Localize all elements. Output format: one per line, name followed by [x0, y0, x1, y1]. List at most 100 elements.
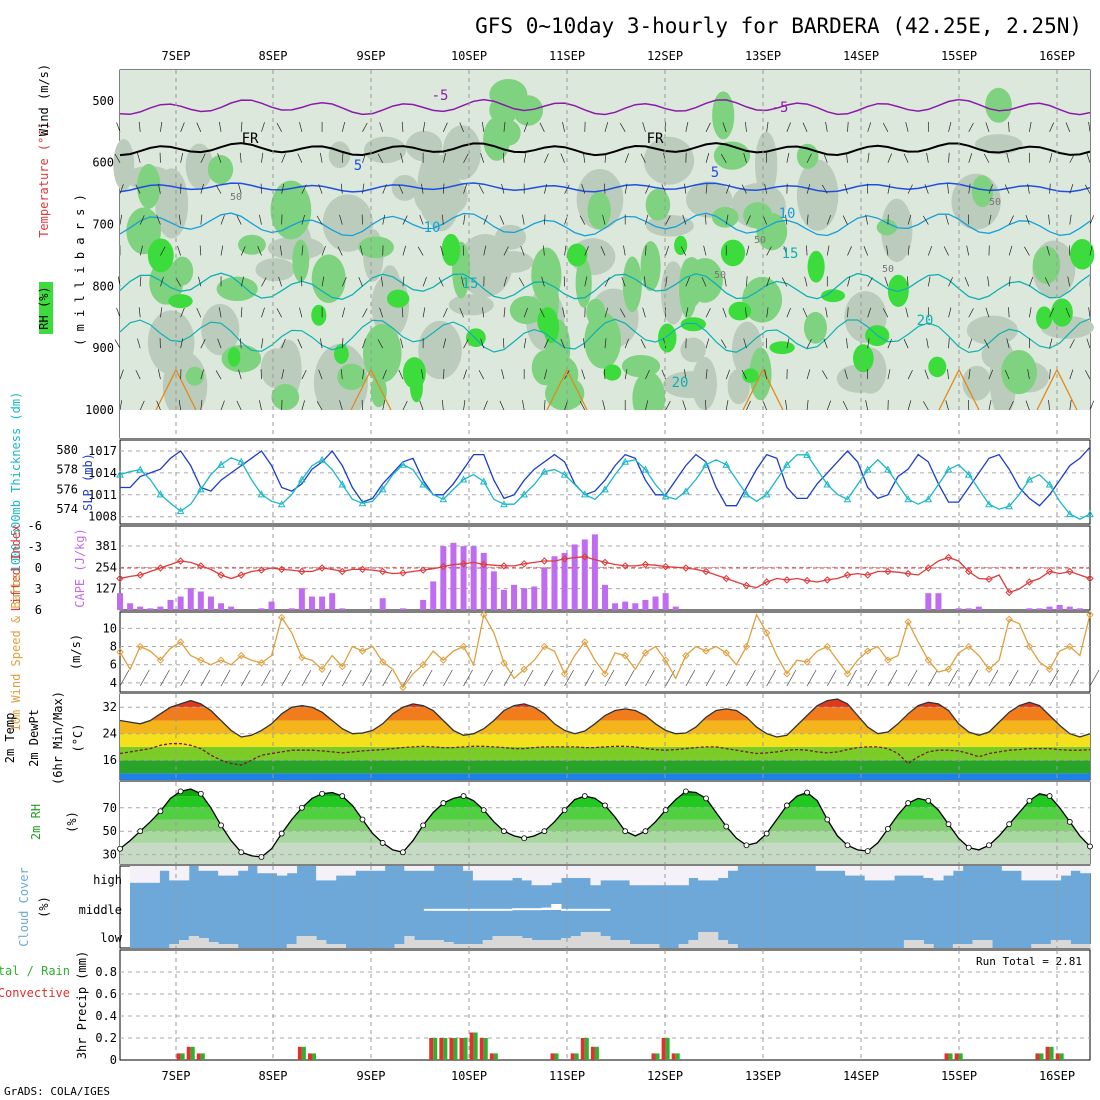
- dewpt2m-series: [119, 742, 1091, 766]
- wind-barb: [220, 215, 225, 225]
- cloud-mid-bar: [600, 908, 611, 911]
- li-series-point: [924, 564, 933, 572]
- cloud-level-label: high: [93, 873, 122, 887]
- wind-barb: [806, 245, 808, 256]
- wind-barb: [583, 338, 586, 349]
- thickness-series-point: [722, 460, 731, 468]
- thickness-tick: 576: [56, 482, 78, 496]
- wind-barb: [382, 184, 387, 194]
- wind-barb: [642, 122, 646, 132]
- cape-bar: [1056, 604, 1063, 610]
- wind-barb: [1027, 183, 1030, 194]
- thickness-series-point: [156, 490, 165, 498]
- rh-blob-saturated: [168, 294, 193, 309]
- wind-barb: [1084, 184, 1091, 194]
- rh-blob-moist: [974, 134, 1023, 155]
- li-series-point: [379, 567, 387, 576]
- cloud-high-bar: [355, 866, 366, 871]
- wind-barb: [236, 400, 242, 411]
- wind-barb: [175, 277, 181, 287]
- cape-bar: [117, 593, 123, 610]
- wind-barb: [463, 184, 467, 194]
- wind-barb: [239, 152, 242, 163]
- wind-barb: [544, 399, 546, 411]
- wind10m-series-point: [439, 656, 448, 664]
- temp-band: [120, 746, 1090, 761]
- cloud-high-bar: [169, 866, 180, 881]
- wind-barb: [478, 184, 485, 194]
- cape-bar: [399, 608, 406, 610]
- precip-ylabel-units: 3hr Precip (mm): [75, 951, 89, 1059]
- rh-blob-saturated: [742, 368, 759, 383]
- wind-barb: [743, 338, 747, 349]
- cloud-high-bar: [717, 866, 729, 878]
- wind-barb: [1069, 400, 1072, 411]
- wind-barb: [400, 338, 404, 349]
- cloud-low-bar: [178, 940, 190, 948]
- contour-label: 5: [354, 158, 362, 174]
- wind-barb: [1048, 214, 1050, 225]
- cloud-low-bar: [707, 932, 719, 948]
- temp-band: [120, 773, 1090, 780]
- rh-blob-wet: [337, 363, 366, 391]
- temp2m-vgrid: [175, 694, 1058, 780]
- wind-barb: [1069, 339, 1075, 349]
- wind-barb: [1029, 121, 1032, 132]
- wind-barb: [522, 400, 525, 411]
- cape-bar: [581, 539, 588, 610]
- wind-barb: [924, 184, 929, 194]
- wind-barb: [1006, 152, 1010, 163]
- wind-barb: [821, 370, 828, 380]
- wind-barb: [1089, 400, 1095, 411]
- wind-barb: [560, 338, 565, 349]
- cloud-ylabel: Cloud Cover: [17, 867, 31, 946]
- wind10m-barb: [402, 669, 413, 687]
- li-series-point: [439, 562, 448, 571]
- cloud-high-bar: [208, 866, 219, 871]
- rh2m-series-point: [622, 828, 629, 835]
- wind-barb: [463, 214, 466, 225]
- upper-air-y-tick: 1000: [85, 403, 114, 417]
- precip-total-bar: [311, 1053, 316, 1060]
- li-series-point: [500, 562, 508, 570]
- cloud-high-bar: [600, 866, 611, 881]
- rh-blob-moist: [255, 258, 296, 282]
- wind10m-barb: [847, 669, 857, 687]
- cloud-mid-bar: [570, 908, 582, 911]
- contour-label: 10: [779, 206, 796, 222]
- cape-bar: [672, 606, 679, 610]
- li-series-point: [156, 564, 165, 572]
- precip-rain-bar: [580, 1038, 585, 1060]
- cape-bar: [632, 603, 639, 610]
- cloud-low-bar: [472, 944, 484, 948]
- li-series-point: [520, 560, 528, 568]
- cloud-high-bar: [365, 866, 376, 871]
- cloud-high-bar: [1080, 866, 1091, 874]
- thickness-series-point: [884, 465, 892, 473]
- precip-rain-bar: [661, 1038, 666, 1060]
- wind10m-series-point: [742, 642, 751, 651]
- cape-bar: [339, 608, 346, 610]
- wind-barb: [927, 276, 931, 287]
- cloud-high-bar: [619, 866, 631, 881]
- cloud-high-bar: [227, 866, 239, 876]
- wind-barb: [261, 307, 265, 318]
- wind-barb: [463, 339, 469, 349]
- cape-bar: [197, 591, 204, 610]
- li-tick: 3: [35, 582, 42, 596]
- wind-barb: [847, 121, 849, 132]
- wind-barb: [278, 276, 282, 287]
- wind-barb: [844, 183, 848, 194]
- wind10m-barb: [685, 669, 696, 687]
- top-x-tick: 9SEP: [357, 49, 386, 63]
- contour-label: 50: [754, 235, 766, 246]
- wind-barb: [1029, 307, 1032, 318]
- wind-barb: [603, 183, 606, 194]
- bottom-x-tick: 14SEP: [843, 1069, 879, 1083]
- cape-bar: [612, 603, 619, 610]
- cloud-low-bar: [443, 942, 454, 948]
- cloud-high-bar: [864, 866, 875, 881]
- bottom-x-tick: 10SEP: [451, 1069, 487, 1083]
- wind-barb: [624, 338, 629, 349]
- wind-barb: [847, 276, 851, 287]
